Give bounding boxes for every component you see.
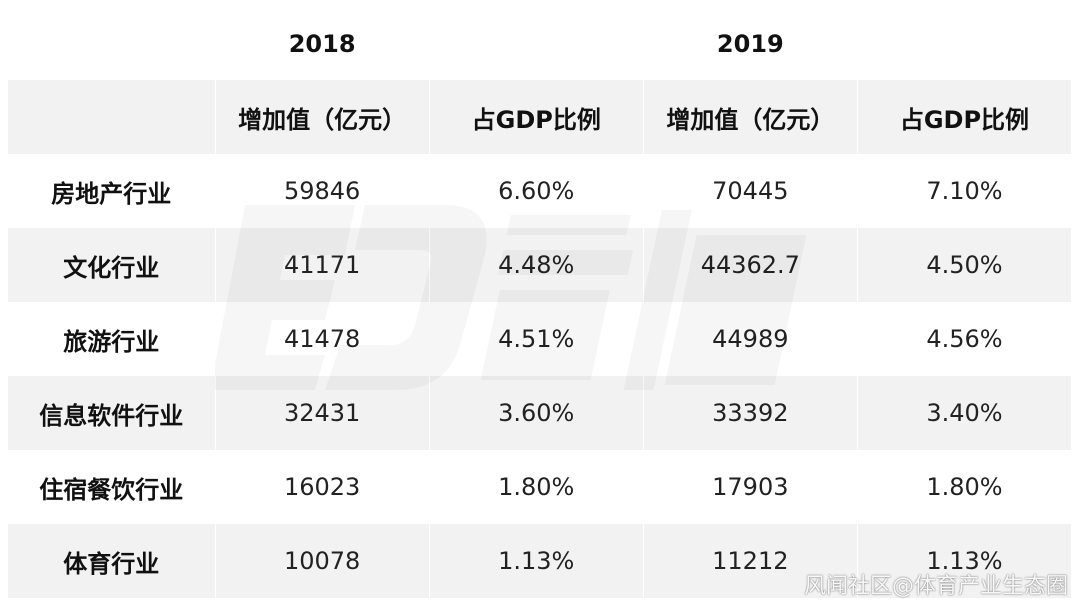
cell-value: 33392 (643, 376, 858, 450)
table-row: 旅游行业 41478 4.51% 44989 4.56% (8, 302, 1073, 376)
cell-value: 17903 (643, 450, 858, 524)
cell-value: 7.10% (857, 154, 1073, 228)
cell-value: 4.56% (857, 302, 1073, 376)
row-label: 体育行业 (8, 524, 216, 598)
sub-header-value-2019: 增加值（亿元） (643, 80, 858, 154)
cell-value: 16023 (215, 450, 430, 524)
sub-header-blank (8, 80, 216, 154)
year-header-2019: 2019 (643, 8, 858, 80)
sub-header-share-2018: 占GDP比例 (429, 80, 644, 154)
sub-header-share-2019: 占GDP比例 (857, 80, 1073, 154)
cell-value: 41478 (215, 302, 430, 376)
cell-value: 1.13% (429, 524, 644, 598)
row-label: 房地产行业 (8, 154, 216, 228)
table-row: 信息软件行业 32431 3.60% 33392 3.40% (8, 376, 1073, 450)
cell-value: 1.13% (857, 524, 1073, 598)
row-label: 文化行业 (8, 228, 216, 302)
cell-value: 4.51% (429, 302, 644, 376)
cell-value: 6.60% (429, 154, 644, 228)
cell-value: 1.80% (429, 450, 644, 524)
year-header-2018: 2018 (215, 8, 430, 80)
sub-header-row: 增加值（亿元） 占GDP比例 增加值（亿元） 占GDP比例 (8, 80, 1073, 154)
year-header-2018-spacer (429, 8, 644, 80)
table-row: 文化行业 41171 4.48% 44362.7 4.50% (8, 228, 1073, 302)
cell-value: 11212 (643, 524, 858, 598)
watermark-credit: 风闻社区@体育产业生态圈 (803, 574, 1068, 599)
cell-value: 44362.7 (643, 228, 858, 302)
table-row: 体育行业 10078 1.13% 11212 1.13% (8, 524, 1073, 598)
cell-value: 3.40% (857, 376, 1073, 450)
table-row: 房地产行业 59846 6.60% 70445 7.10% (8, 154, 1073, 228)
row-label: 信息软件行业 (8, 376, 216, 450)
year-header-2019-spacer (857, 8, 1073, 80)
cell-value: 4.48% (429, 228, 644, 302)
table-row: 住宿餐饮行业 16023 1.80% 17903 1.80% (8, 450, 1073, 524)
row-label: 住宿餐饮行业 (8, 450, 216, 524)
cell-value: 1.80% (857, 450, 1073, 524)
cell-value: 32431 (215, 376, 430, 450)
cell-value: 4.50% (857, 228, 1073, 302)
cell-value: 70445 (643, 154, 858, 228)
cell-value: 3.60% (429, 376, 644, 450)
corner-cell (8, 8, 216, 80)
cell-value: 41171 (215, 228, 430, 302)
row-label: 旅游行业 (8, 302, 216, 376)
cell-value: 10078 (215, 524, 430, 598)
sub-header-value-2018: 增加值（亿元） (215, 80, 430, 154)
cell-value: 59846 (215, 154, 430, 228)
industry-gdp-table: 2018 2019 增加值（亿元） 占GDP比例 增加值（亿元） 占GDP比例 … (8, 8, 1073, 598)
cell-value: 44989 (643, 302, 858, 376)
year-header-row: 2018 2019 (8, 8, 1073, 80)
